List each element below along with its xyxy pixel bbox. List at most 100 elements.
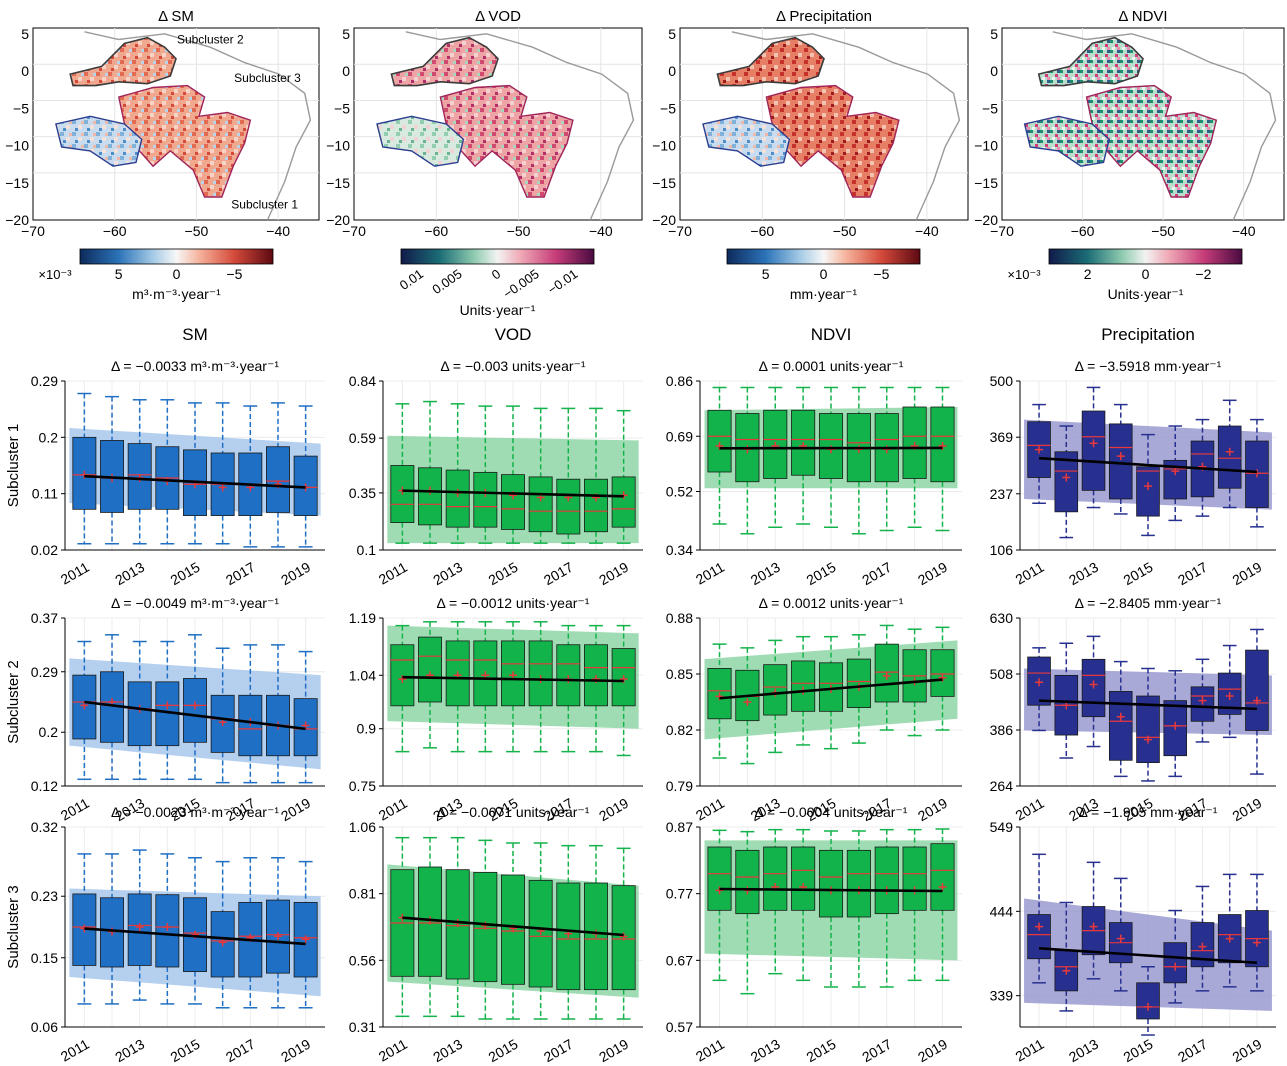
colorbar <box>79 248 274 265</box>
mean-marker <box>218 483 227 492</box>
x-tick-label: 2019 <box>1229 559 1264 589</box>
y-tick-label: 0.2 <box>39 429 59 445</box>
map-x-tick-label: −60 <box>103 223 127 239</box>
x-tick-label: 2019 <box>1229 795 1264 825</box>
map-y-tick-label: −15 <box>974 175 998 191</box>
box-2013 <box>445 403 470 544</box>
x-tick-label: 2011 <box>376 1036 410 1065</box>
box-2017 <box>1190 885 1215 992</box>
x-tick-label: 2019 <box>915 795 950 825</box>
box-iqr <box>266 446 290 513</box>
x-tick-label: 2015 <box>804 1036 839 1066</box>
box-2018 <box>902 628 927 737</box>
map-region-label: Subcluster 3 <box>234 71 301 85</box>
map-y-tick-label: −10 <box>5 138 29 154</box>
box-2016 <box>210 860 235 1009</box>
box-iqr <box>874 846 899 915</box>
mean-marker <box>938 883 947 891</box>
box-2016 <box>528 407 553 544</box>
box-iqr <box>584 478 608 533</box>
mean-marker <box>1252 469 1261 478</box>
trend-line <box>1038 946 1258 965</box>
mean-marker <box>1089 680 1098 689</box>
box-2019 <box>930 386 955 532</box>
x-tick-label: 2019 <box>278 559 313 589</box>
region-subcluster-3 <box>55 115 143 167</box>
map-y-tick-label: −5 <box>13 100 29 116</box>
box-iqr <box>791 660 816 712</box>
y-tick-label: 0.82 <box>666 722 693 738</box>
box-2018 <box>1217 644 1242 739</box>
map-region-label: Subcluster 2 <box>177 32 244 46</box>
y-tick-label: 630 <box>990 610 1014 626</box>
y-tick-label: 0.29 <box>31 664 58 680</box>
box-2015 <box>818 635 844 750</box>
chart-title: Δ = −1.905 mm·year⁻¹ <box>1079 804 1218 820</box>
coastline <box>84 31 312 221</box>
box-2012 <box>1054 642 1079 759</box>
x-tick-label: 2013 <box>1066 1036 1101 1066</box>
x-tick-label: 2013 <box>112 559 147 589</box>
region-subcluster-2 <box>716 36 825 87</box>
box-iqr <box>183 678 207 743</box>
x-tick-label: 2013 <box>112 1036 147 1066</box>
box-2015 <box>501 842 525 1020</box>
chart-sm-subcluster-3: Δ = −0.0023 m³·m⁻³·year⁻¹ 0.32 0.23 0.15 0.0… <box>31 804 325 1065</box>
box-2011 <box>72 392 97 545</box>
y-tick-label: 0.87 <box>666 819 693 835</box>
trend-line <box>402 675 624 683</box>
y-tick-label: 1.06 <box>349 819 376 835</box>
colorbar <box>726 248 921 265</box>
box-2018 <box>1217 873 1242 988</box>
box-2015 <box>501 405 525 544</box>
box-2011 <box>1027 647 1051 732</box>
x-tick-label: 2015 <box>168 1036 203 1066</box>
mean-marker <box>135 923 144 931</box>
chart-title: Δ = −0.0023 m³·m⁻³·year⁻¹ <box>111 804 279 820</box>
map-y-tick-label: 5 <box>21 26 29 42</box>
box-2015 <box>501 621 525 753</box>
x-tick-label: 2017 <box>223 559 258 589</box>
chart-title: Δ = −0.0071 units·year⁻¹ <box>437 804 590 820</box>
mean-marker <box>1116 712 1125 721</box>
box-iqr <box>445 469 470 528</box>
trend-line <box>84 474 306 489</box>
y-tick-label: 508 <box>990 666 1014 682</box>
box-2017 <box>556 624 581 753</box>
box-2011 <box>707 829 732 982</box>
box-2011 <box>390 836 415 1018</box>
y-tick-label: 0.81 <box>349 886 376 902</box>
box-iqr <box>1108 691 1133 761</box>
box-2011 <box>390 624 415 753</box>
x-tick-label: 2019 <box>915 559 950 589</box>
map-y-tick-label: −20 <box>974 212 998 228</box>
box-iqr <box>1217 425 1242 489</box>
colorbar <box>400 248 595 265</box>
row-label: Subcluster 3 <box>5 885 22 968</box>
trend-line <box>1039 699 1257 711</box>
box-2012 <box>418 621 442 749</box>
mean-marker <box>715 886 724 895</box>
box-iqr <box>528 640 553 707</box>
y-tick-label: 0.85 <box>666 666 693 682</box>
x-tick-label: 2011 <box>1012 559 1046 588</box>
y-tick-label: 0.12 <box>31 778 58 794</box>
x-tick-label: 2017 <box>223 1036 258 1066</box>
box-2015 <box>1136 966 1160 1036</box>
map-x-tick-label: −70 <box>990 223 1014 239</box>
map-y-tick-label: −5 <box>982 100 998 116</box>
map-y-tick-label: 5 <box>342 26 350 42</box>
y-tick-label: 0.31 <box>349 1019 376 1035</box>
y-tick-label: 0.52 <box>666 484 693 500</box>
region-subcluster-1 <box>117 84 252 198</box>
box-2011 <box>72 640 97 781</box>
trend-line <box>402 916 624 937</box>
box-2017 <box>556 844 581 1020</box>
x-tick-label: 2015 <box>486 559 521 589</box>
mean-marker <box>1198 942 1207 951</box>
box-2014 <box>473 621 498 753</box>
mean-marker <box>619 675 628 684</box>
coastline <box>731 31 961 221</box>
